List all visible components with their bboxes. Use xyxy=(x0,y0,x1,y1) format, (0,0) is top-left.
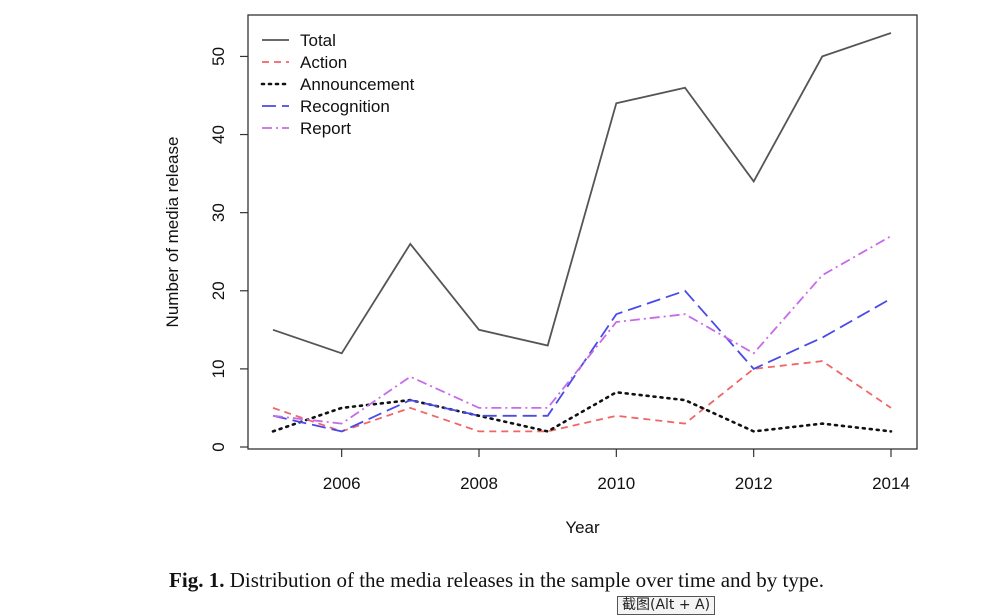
caption-text: Distribution of the media releases in th… xyxy=(224,568,824,592)
y-tick-label: 50 xyxy=(209,47,228,66)
plot-frame xyxy=(247,14,918,450)
y-tick-label: 40 xyxy=(209,125,228,144)
series-line-recognition xyxy=(272,289,892,433)
x-tick-label: 2012 xyxy=(735,474,773,493)
figure-caption: Fig. 1. Distribution of the media releas… xyxy=(0,568,993,593)
screenshot-tooltip: 截图(Alt + A) xyxy=(617,596,716,615)
series-line-total xyxy=(272,32,892,355)
line-chart: 2006 2008 2010 2012 2014 0 10 20 30 40 50 Year Numbe… xyxy=(163,14,918,537)
series-line-announcement xyxy=(271,390,893,433)
x-tick-label: 2010 xyxy=(597,474,635,493)
legend-label-report: Report xyxy=(300,119,351,138)
legend-label-announcement: Announcement xyxy=(300,75,415,94)
y-axis-title: Number of media release xyxy=(163,137,182,328)
x-axis-title: Year xyxy=(565,518,600,537)
legend-label-total: Total xyxy=(300,31,336,50)
legend-label-action: Action xyxy=(300,53,347,72)
series-line-action xyxy=(272,360,892,433)
y-tick-label: 0 xyxy=(209,442,228,451)
y-tick-label: 10 xyxy=(209,359,228,378)
y-tick-label: 30 xyxy=(209,203,228,222)
x-tick-label: 2006 xyxy=(323,474,361,493)
legend-label-recognition: Recognition xyxy=(300,97,390,116)
caption-label: Fig. 1. xyxy=(169,568,225,592)
series-line-report xyxy=(272,235,892,425)
x-tick-label: 2014 xyxy=(872,474,910,493)
x-tick-label: 2008 xyxy=(460,474,498,493)
y-tick-label: 20 xyxy=(209,281,228,300)
